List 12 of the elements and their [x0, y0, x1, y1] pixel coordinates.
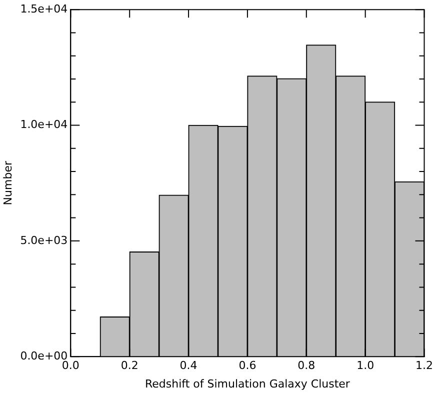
x-tick-label: 1.0 — [356, 359, 374, 372]
x-tick-label: 0.2 — [120, 359, 138, 372]
y-axis-title: Number — [1, 160, 14, 206]
x-tick-label: 0.4 — [180, 359, 198, 372]
x-tick-label: 0.8 — [298, 359, 316, 372]
y-tick-label: 1.5e+04 — [20, 2, 68, 16]
x-tick-label: 0.6 — [238, 359, 256, 372]
y-tick-label: 1.0e+04 — [20, 118, 68, 132]
x-tick-label: 1.2 — [416, 359, 434, 372]
x-tick-label: 0.0 — [62, 359, 80, 372]
y-tick-label: 5.0e+03 — [20, 234, 68, 247]
x-axis-title: Redshift of Simulation Galaxy Cluster — [144, 377, 350, 390]
